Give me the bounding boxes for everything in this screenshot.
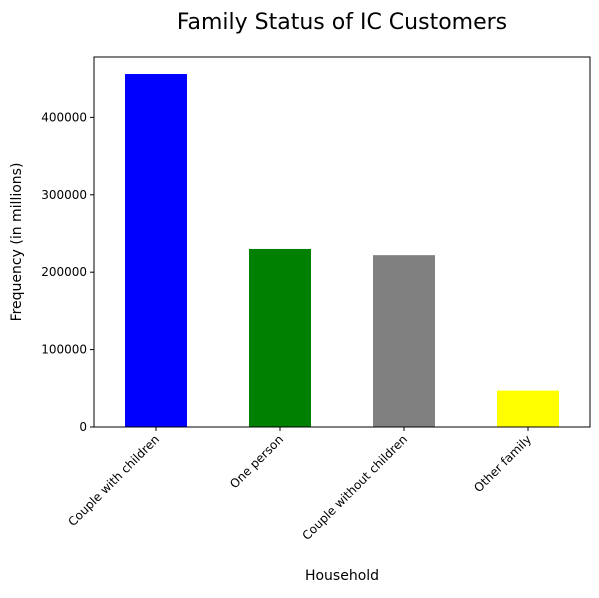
bar-1 xyxy=(249,249,311,427)
x-tick-label-3: Other family xyxy=(471,432,534,495)
y-tick-label-1: 100000 xyxy=(41,343,87,357)
x-tick-label-2: Couple without children xyxy=(299,432,410,543)
y-tick-label-0: 0 xyxy=(79,420,87,434)
bar-3 xyxy=(497,391,559,427)
x-tick-label-1: One person xyxy=(227,432,286,491)
x-tick-label-0: Couple with children xyxy=(65,432,162,529)
x-axis-ticks: Couple with children One person Couple wit… xyxy=(65,427,534,543)
y-tick-label-2: 200000 xyxy=(41,265,87,279)
x-axis-label: Household xyxy=(305,568,379,584)
y-tick-label-3: 300000 xyxy=(41,188,87,202)
y-axis-ticks: 0 100000 200000 300000 400000 xyxy=(41,110,94,434)
y-axis-label: Frequency (in millions) xyxy=(9,163,25,322)
y-tick-label-4: 400000 xyxy=(41,110,87,124)
bars-group xyxy=(125,74,559,427)
chart-title: Family Status of IC Customers xyxy=(177,10,507,35)
bar-2 xyxy=(373,255,435,427)
bar-0 xyxy=(125,74,187,427)
